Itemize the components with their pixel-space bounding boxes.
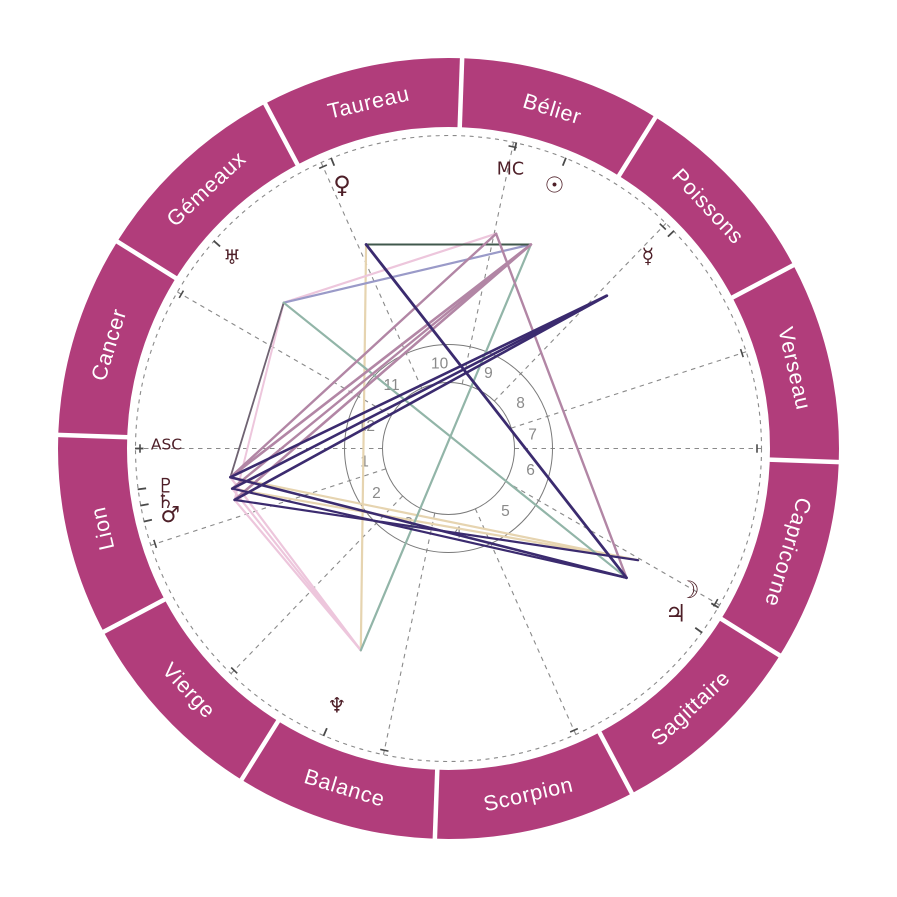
house-cusp-8	[511, 351, 747, 429]
house-number-11: 11	[384, 377, 400, 394]
house-number-10: 10	[431, 356, 449, 373]
aspect-saturn-sun	[230, 243, 533, 490]
aspect-mars-sun	[233, 243, 533, 502]
aspect-pluto-moon	[229, 476, 640, 562]
degree-tick-venus	[330, 157, 336, 167]
aspect-mars-neptune	[233, 498, 362, 652]
house-number-9: 9	[484, 365, 493, 382]
house-number-2: 2	[372, 485, 381, 502]
aspect-uranus-jupiter	[282, 301, 628, 579]
planet-venus-glyph: ♀	[333, 171, 351, 199]
house-cusp-9	[493, 222, 667, 402]
mc-label: MC	[497, 159, 524, 179]
asc-label: ASC	[151, 436, 182, 454]
house-number-7: 7	[528, 427, 537, 444]
sign-separator-capricorne	[719, 616, 782, 658]
planet-saturn-glyph: ♄	[156, 489, 174, 513]
aspect-uranus-pluto	[229, 301, 285, 479]
aspect-saturn-jupiter	[231, 487, 628, 579]
planet-mercury-glyph: ☿	[641, 244, 654, 268]
aspect-saturn-mercury	[230, 294, 609, 490]
planet-sun-glyph: ☉	[545, 174, 565, 199]
planet-jupiter-glyph: ♃	[665, 600, 687, 628]
degree-tick-moon	[710, 602, 720, 609]
degree-tick-pluto	[137, 487, 147, 491]
aspect-sun-neptune	[359, 243, 533, 652]
planet-pluto-glyph: ♇	[157, 474, 175, 498]
sign-separator-verseau	[768, 457, 840, 465]
aspect-venus-neptune	[359, 243, 368, 652]
house-number-8: 8	[516, 395, 525, 412]
degree-tick-mc	[513, 142, 518, 151]
degree-tick-sun	[561, 157, 567, 167]
house-number-1: 1	[360, 453, 369, 470]
degree-tick-mars	[143, 518, 153, 523]
aspect-saturn-moon	[231, 487, 640, 562]
aspect-pluto-sun	[229, 243, 533, 479]
sign-separator-belier	[616, 115, 658, 178]
planet-uranus-glyph: ♅	[223, 245, 241, 269]
sign-separator-scorpion	[432, 768, 440, 840]
house-cusp-end-tick-3	[230, 666, 238, 674]
house-cusp-end-tick-9	[659, 223, 667, 231]
sign-separator-balance	[239, 719, 281, 782]
house-cusp-end-tick-5	[569, 727, 579, 733]
zodiac-ring	[58, 58, 839, 839]
sign-separator-poissons	[730, 262, 796, 301]
planet-moon-glyph: ☽	[678, 576, 700, 604]
aspect-pluto-mercury	[229, 294, 609, 479]
sign-separator-taureau	[457, 57, 465, 129]
sign-separator-vierge	[101, 596, 167, 635]
degree-tick-mercury	[667, 230, 675, 238]
degree-tick-saturn	[140, 503, 149, 507]
aspect-venus-jupiter	[364, 243, 628, 580]
house-cusp-end-tick-8	[739, 348, 744, 358]
sign-separator-gemeaux	[262, 101, 301, 167]
aspect-jupiter-mc	[494, 232, 628, 579]
aspect-uranus-sun	[282, 243, 533, 304]
aspect-mars-moon	[233, 498, 640, 562]
degree-tick-uranus	[213, 240, 221, 248]
house-cusp-12	[177, 291, 392, 416]
house-cusp-end-tick-12	[178, 290, 185, 299]
house-number-5: 5	[501, 503, 510, 520]
aspect-pluto-mc	[229, 232, 498, 479]
aspect-pluto-jupiter	[229, 475, 628, 580]
house-cusp-end-tick-11	[318, 164, 328, 170]
house-cusp-3	[230, 495, 404, 675]
sign-separator-sagittaire	[596, 730, 635, 796]
degree-tick-neptune	[322, 727, 328, 737]
aspect-mars-mercury	[233, 294, 609, 502]
house-cusp-4	[382, 512, 436, 755]
house-number-6: 6	[526, 462, 535, 479]
planet-mars-glyph: ♂	[161, 503, 181, 528]
house-ring-outer-circle	[344, 344, 553, 553]
planet-neptune-glyph: ♆	[327, 693, 346, 717]
sign-separator-lion	[57, 432, 129, 440]
house-cusp-end-tick-2	[153, 539, 158, 549]
degree-tick-jupiter	[694, 627, 703, 634]
house-cusp-end-tick-4	[380, 748, 389, 752]
sign-separator-cancer	[115, 239, 178, 281]
